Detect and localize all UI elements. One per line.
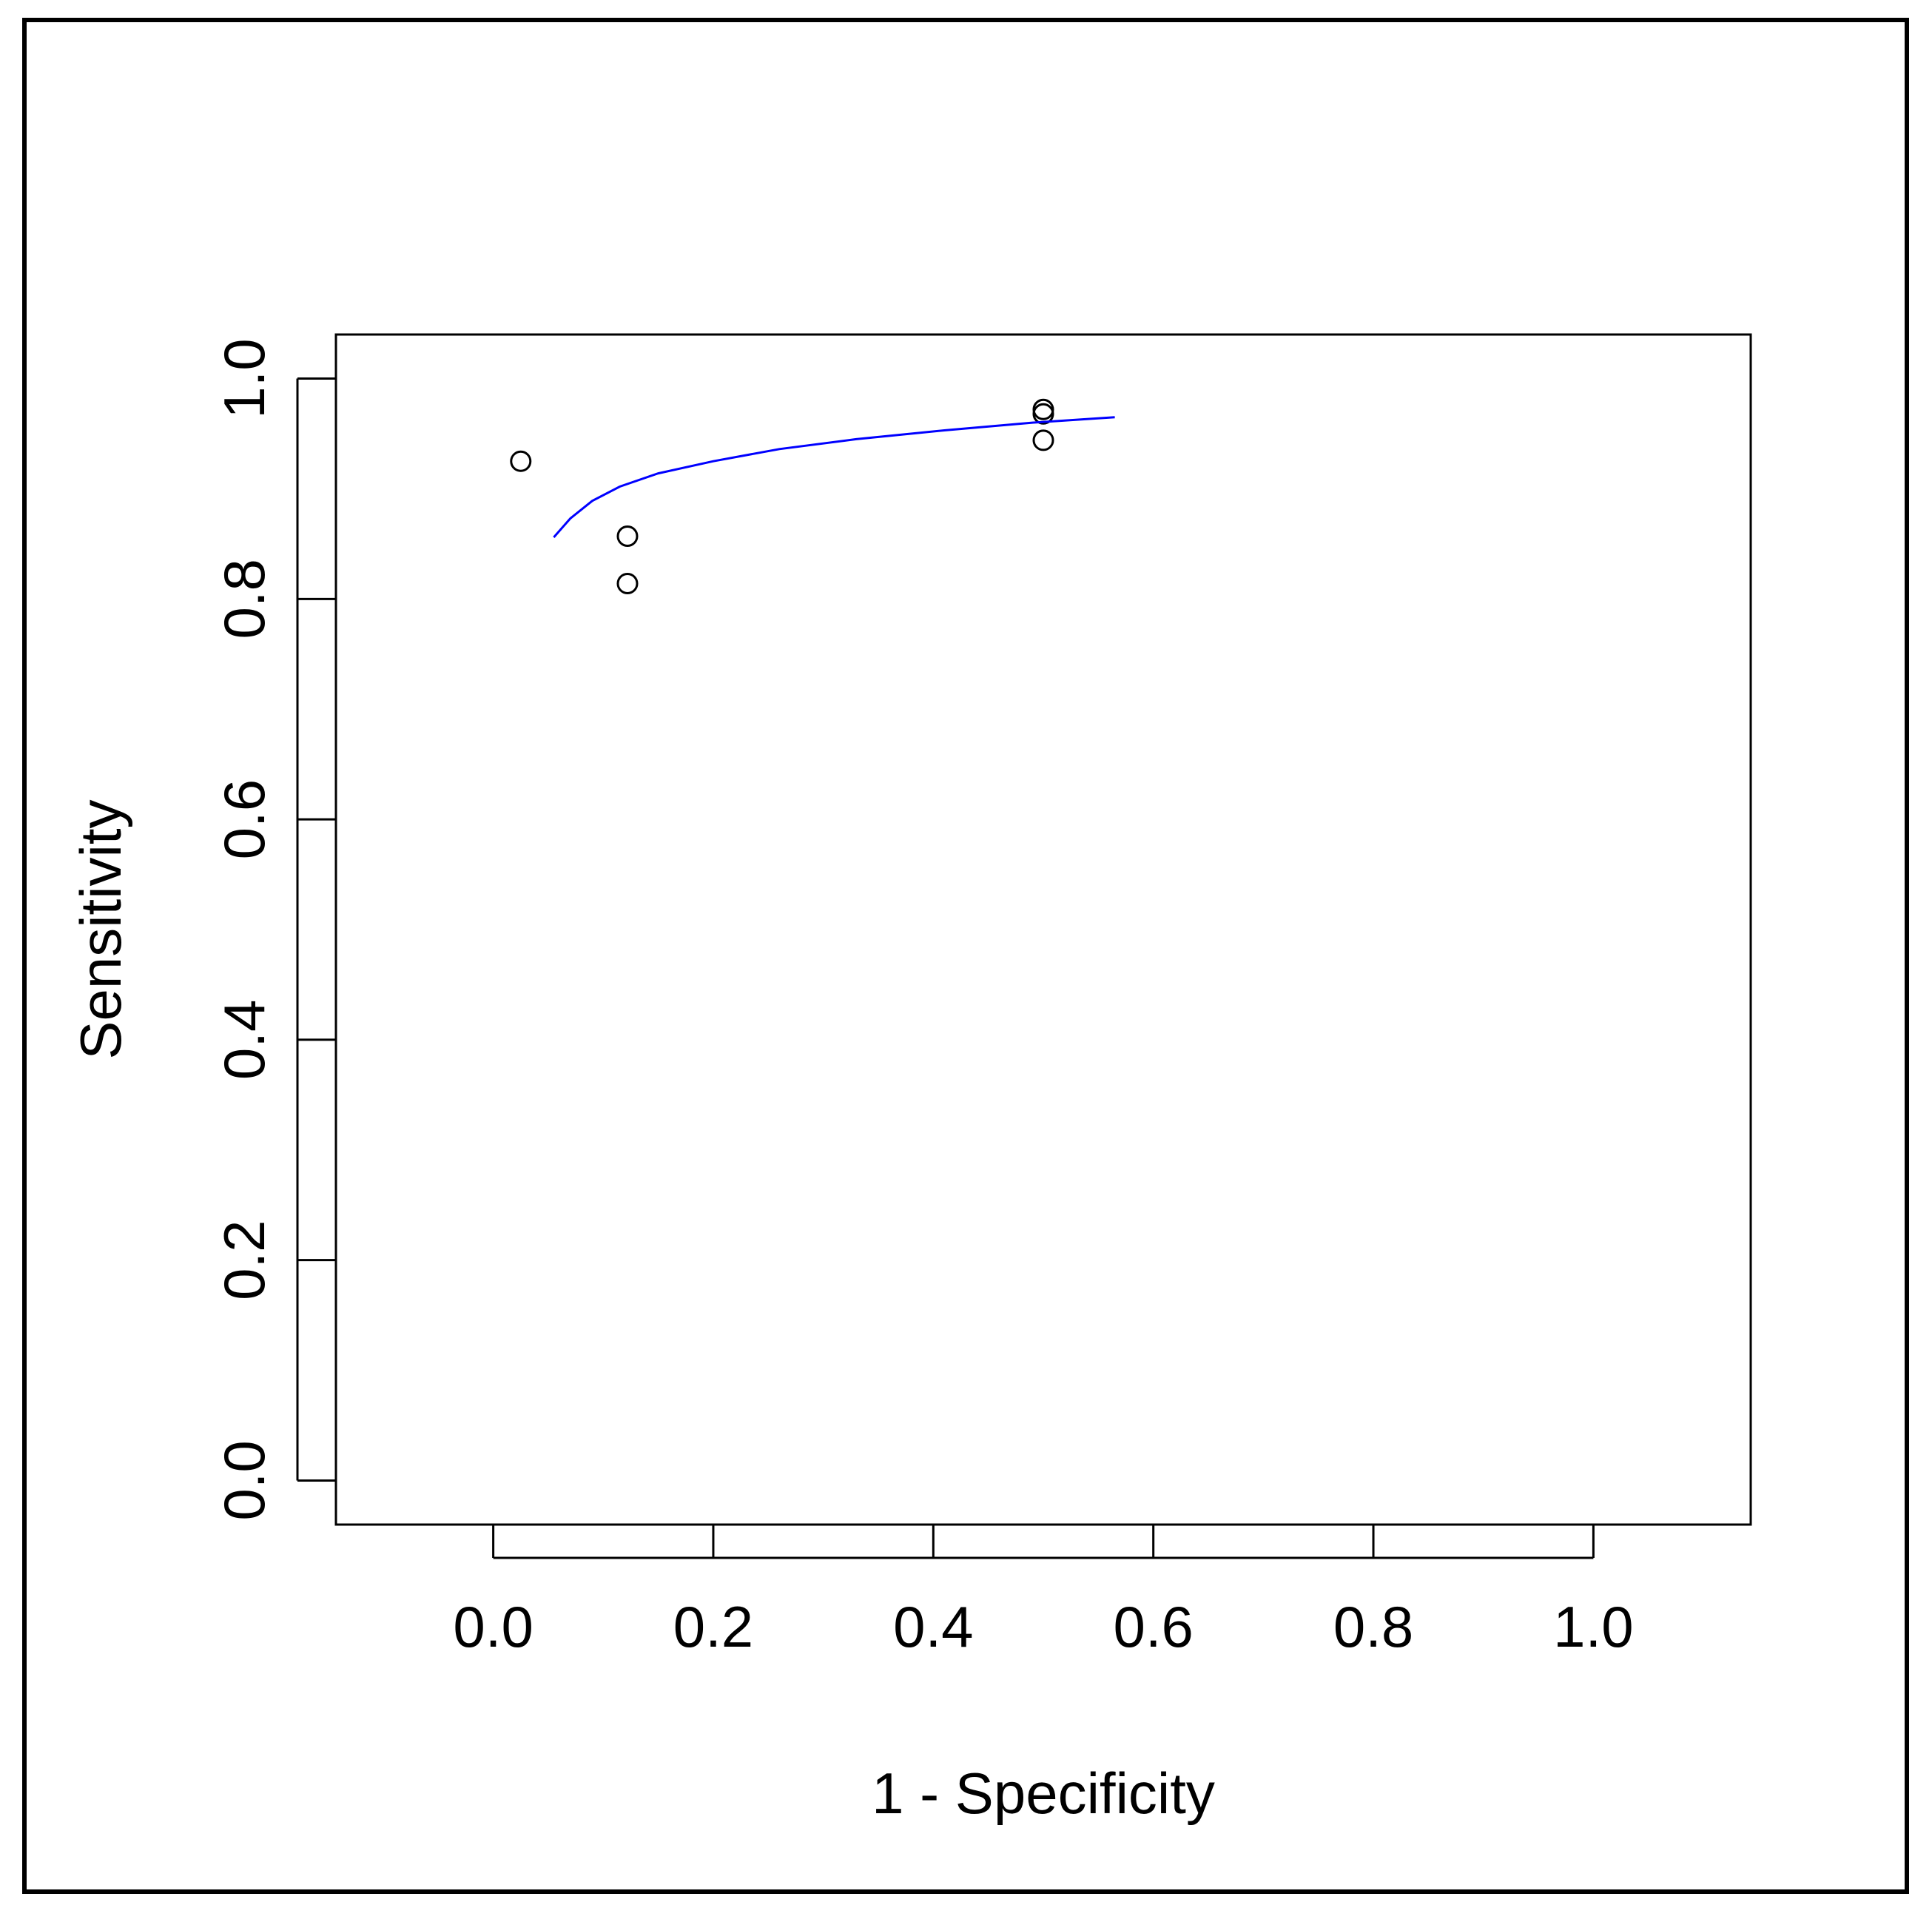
y-axis: 0.0 0.2 0.4 0.6 0.8 1.0: [212, 338, 336, 1521]
y-tick-label: 0.6: [212, 779, 277, 859]
data-point: [1032, 403, 1054, 425]
y-tick-label: 0.0: [212, 1440, 277, 1520]
data-point: [510, 450, 532, 472]
data-point: [1032, 429, 1054, 451]
figure-frame: 0.0 0.2 0.4 0.6 0.8 1.0 0.0 0.2 0.4 0.6 0.8 1.0 1 …: [22, 18, 1909, 1894]
y-tick-label: 0.4: [212, 1000, 277, 1080]
fitted-curve: [553, 416, 1115, 538]
roc-chart: 0.0 0.2 0.4 0.6 0.8 1.0 0.0 0.2 0.4 0.6 0.8 1.0 1 …: [68, 333, 1752, 1826]
x-axis: 0.0 0.2 0.4 0.6 0.8 1.0: [453, 1525, 1634, 1659]
y-tick-label: 0.2: [212, 1220, 277, 1300]
data-layer: [510, 398, 1115, 594]
x-tick-label: 0.6: [1113, 1594, 1193, 1659]
x-tick-label: 0.0: [453, 1594, 533, 1659]
x-tick-label: 0.8: [1333, 1594, 1413, 1659]
y-tick-label: 1.0: [212, 338, 277, 418]
data-point: [616, 525, 639, 547]
data-point: [1032, 398, 1054, 420]
y-axis-title: Sensitivity: [68, 799, 133, 1059]
y-tick-label: 0.8: [212, 559, 277, 639]
plot-border: [334, 333, 1752, 1526]
x-tick-label: 0.2: [673, 1594, 753, 1659]
plot-area: [334, 333, 1752, 1526]
x-axis-title: 1 - Specificity: [872, 1761, 1215, 1826]
x-tick-label: 0.4: [893, 1594, 973, 1659]
x-tick-label: 1.0: [1553, 1594, 1633, 1659]
data-point: [616, 572, 639, 594]
